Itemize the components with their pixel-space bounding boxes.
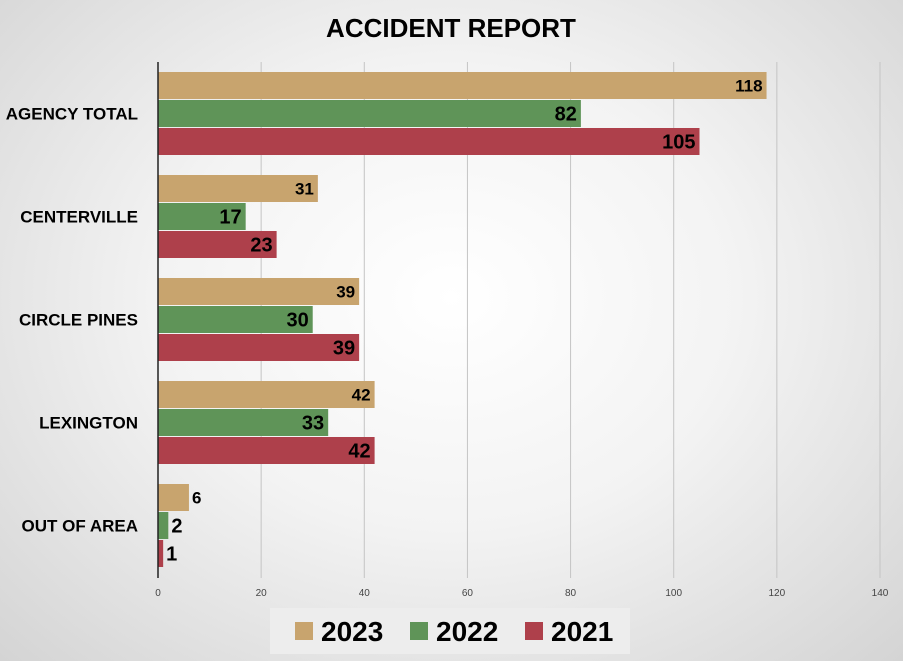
x-tick-label: 140 <box>872 588 889 599</box>
data-label: 105 <box>662 132 695 154</box>
bar-centerville-2021 <box>158 231 277 258</box>
x-tick-label: 120 <box>769 588 786 599</box>
category-label-out-of-area: OUT OF AREA <box>22 517 138 536</box>
data-label: 118 <box>735 77 762 96</box>
legend-label-2021: 2021 <box>551 616 613 647</box>
bar-out-of-area-2021 <box>158 540 164 567</box>
bar-lexington-2022 <box>158 409 329 436</box>
bar-lexington-2023 <box>158 381 375 408</box>
x-tick-label: 60 <box>462 588 474 599</box>
data-label: 30 <box>286 310 308 332</box>
bar-circle-pines-2023 <box>158 278 360 305</box>
legend-label-2023: 2023 <box>321 616 383 647</box>
legend-label-2022: 2022 <box>436 616 498 647</box>
data-label: 31 <box>295 180 314 199</box>
data-label: 42 <box>348 441 370 463</box>
legend-box <box>270 608 630 654</box>
data-label: 39 <box>336 283 355 302</box>
bar-circle-pines-2022 <box>158 306 313 333</box>
bar-centerville-2022 <box>158 203 246 230</box>
x-tick-label: 0 <box>155 588 161 599</box>
bar-out-of-area-2022 <box>158 512 169 539</box>
category-labels: AGENCY TOTAL CENTERVILLE CIRCLE PINES LEXIN… <box>6 105 138 536</box>
data-label: 6 <box>192 489 201 508</box>
category-label-centerville: CENTERVILLE <box>20 208 138 227</box>
legend-swatch-2022 <box>410 622 428 640</box>
bar-agency-total-2022 <box>158 100 581 127</box>
bar-agency-total-2023 <box>158 72 767 99</box>
x-tick-label: 40 <box>359 588 371 599</box>
data-label: 23 <box>250 235 272 257</box>
data-label: 1 <box>166 544 177 566</box>
bar-out-of-area-2023 <box>158 484 189 511</box>
bars: 118 82 105 31 17 23 39 30 39 42 33 42 62 1 <box>157 62 767 578</box>
data-label: 33 <box>302 413 324 435</box>
legend-swatch-2023 <box>295 622 313 640</box>
bar-circle-pines-2021 <box>158 334 360 361</box>
category-label-agency-total: AGENCY TOTAL <box>6 105 138 124</box>
legend: 2023 2022 2021 <box>270 608 630 654</box>
x-tick-label: 20 <box>256 588 268 599</box>
x-tick-labels: 0 20 40 60 80 100 120 140 <box>155 588 889 599</box>
data-label: 82 <box>555 104 577 126</box>
data-label: 39 <box>333 338 355 360</box>
data-label: 17 <box>219 207 241 229</box>
category-label-circle-pines: CIRCLE PINES <box>19 311 138 330</box>
category-label-lexington: LEXINGTON <box>39 414 138 433</box>
bar-lexington-2021 <box>158 437 375 464</box>
data-label: 2 <box>171 516 182 538</box>
data-label: 42 <box>352 386 371 405</box>
bar-centerville-2023 <box>158 175 318 202</box>
bar-agency-total-2021 <box>158 128 700 155</box>
chart-title: ACCIDENT REPORT <box>326 13 576 43</box>
x-tick-label: 80 <box>565 588 577 599</box>
legend-swatch-2021 <box>525 622 543 640</box>
x-tick-label: 100 <box>665 588 682 599</box>
